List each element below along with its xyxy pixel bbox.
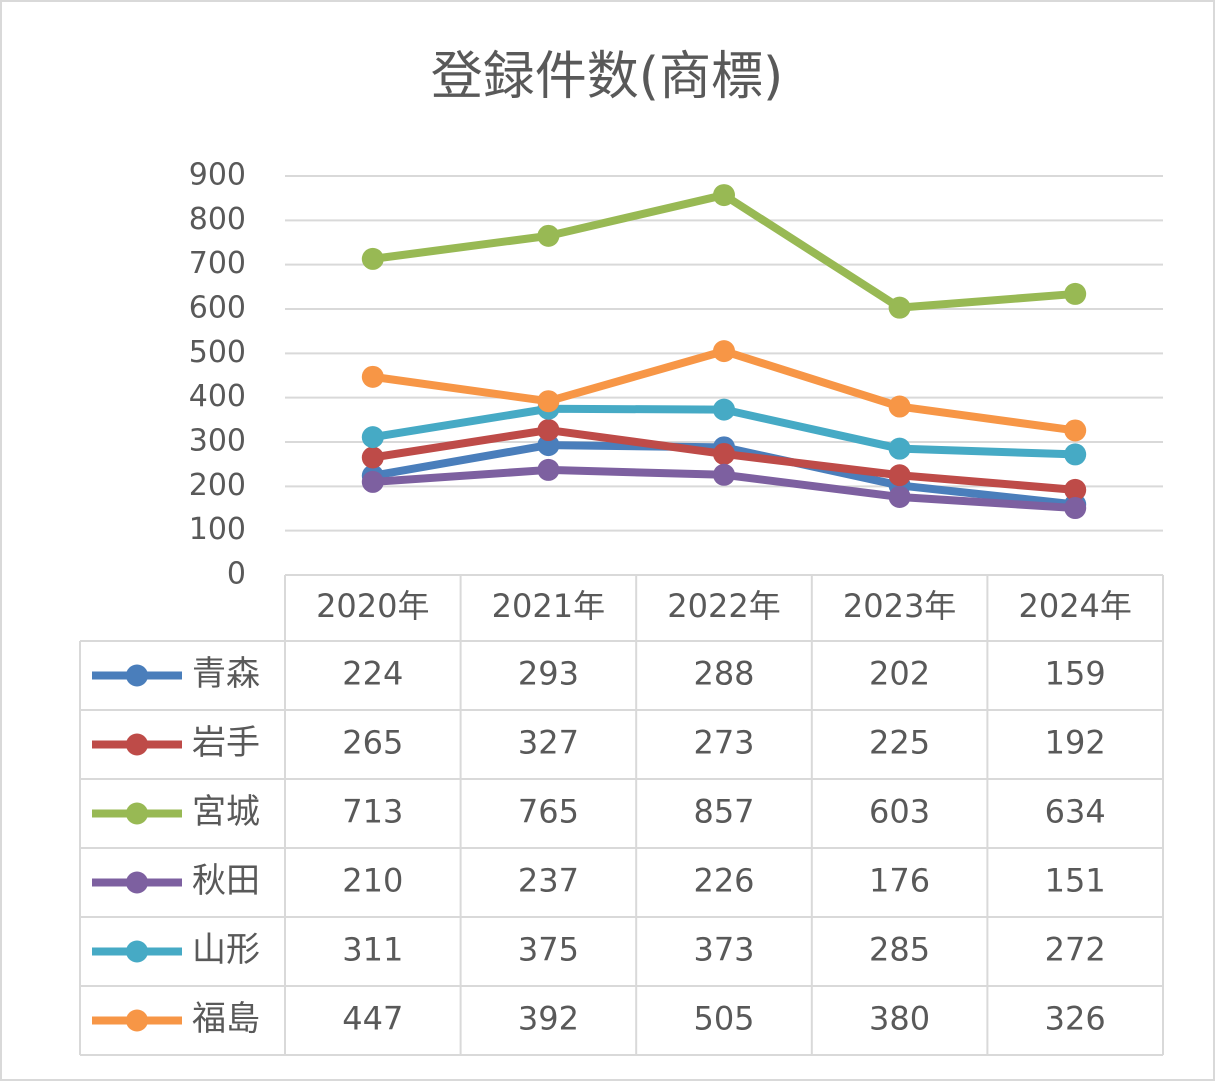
data-point: [1064, 282, 1087, 305]
data-point: [713, 340, 735, 363]
data-point: [888, 296, 911, 319]
table-value: 326: [1045, 1000, 1106, 1038]
legend-label: 福島: [192, 999, 260, 1039]
x-tick-label: 2021年: [492, 587, 605, 625]
table-value: 765: [518, 793, 579, 831]
table-value: 288: [693, 655, 754, 693]
table-value: 327: [518, 724, 579, 762]
table-value: 375: [518, 931, 579, 969]
table-value: 311: [342, 931, 403, 969]
chart-title: 登録件数(商標): [431, 47, 784, 107]
table-value: 202: [869, 655, 930, 693]
data-point: [361, 426, 384, 449]
y-tick-label: 900: [189, 158, 246, 193]
y-tick-label: 0: [227, 557, 246, 592]
data-point: [537, 419, 560, 442]
table-value: 265: [342, 724, 403, 762]
data-point: [713, 463, 735, 486]
table-value: 392: [518, 1000, 579, 1038]
table-value: 237: [518, 862, 579, 900]
data-point: [1064, 443, 1087, 466]
data-point: [361, 365, 384, 388]
data-point: [537, 434, 560, 457]
table-value: 272: [1045, 931, 1106, 969]
data-point: [537, 390, 560, 413]
y-tick-label: 800: [189, 202, 246, 237]
data-point: [888, 464, 911, 487]
legend-marker: [126, 802, 148, 825]
table-value: 285: [869, 931, 930, 969]
table-value: 224: [342, 655, 403, 693]
table-value: 713: [342, 793, 403, 831]
legend-marker: [126, 940, 148, 963]
x-tick-label: 2020年: [316, 587, 429, 625]
data-point: [888, 485, 911, 508]
data-point: [1064, 497, 1087, 520]
table-value: 293: [518, 655, 579, 693]
data-point: [1064, 478, 1087, 501]
table-value: 176: [869, 862, 930, 900]
data-point: [713, 442, 735, 465]
table-value: 192: [1045, 724, 1106, 762]
y-tick-label: 300: [189, 424, 246, 459]
data-point: [713, 398, 735, 421]
legend-marker: [126, 871, 148, 894]
y-tick-label: 700: [189, 246, 246, 281]
data-point: [361, 470, 384, 493]
table-value: 380: [869, 1000, 930, 1038]
table-value: 857: [693, 793, 754, 831]
legend-label: 山形: [192, 930, 260, 970]
legend-label: 秋田: [192, 861, 260, 901]
legend-label: 青森: [192, 654, 260, 694]
y-tick-label: 600: [189, 291, 246, 326]
y-tick-label: 500: [189, 335, 246, 370]
data-point: [1064, 419, 1087, 442]
legend-marker: [126, 664, 148, 687]
table-value: 447: [342, 1000, 403, 1038]
data-point: [888, 395, 911, 418]
data-point: [361, 446, 384, 469]
table-value: 273: [693, 724, 754, 762]
data-point: [537, 458, 560, 481]
legend-marker: [126, 1009, 148, 1032]
table-value: 634: [1045, 793, 1106, 831]
x-tick-label: 2024年: [1018, 587, 1131, 625]
data-point: [888, 437, 911, 460]
y-tick-label: 200: [189, 468, 246, 503]
data-point: [361, 247, 384, 270]
table-value: 603: [869, 793, 930, 831]
table-value: 373: [693, 931, 754, 969]
legend-marker: [126, 733, 148, 756]
data-point: [713, 184, 735, 207]
y-tick-label: 100: [189, 512, 246, 547]
y-tick-label: 400: [189, 379, 246, 414]
table-value: 151: [1045, 862, 1106, 900]
x-tick-label: 2023年: [843, 587, 956, 625]
data-point: [537, 224, 560, 247]
x-tick-label: 2022年: [667, 587, 780, 625]
table-value: 226: [693, 862, 754, 900]
table-value: 505: [693, 1000, 754, 1038]
table-value: 225: [869, 724, 930, 762]
table-value: 159: [1045, 655, 1106, 693]
table-value: 210: [342, 862, 403, 900]
legend-label: 岩手: [192, 723, 260, 763]
legend-label: 宮城: [192, 792, 260, 832]
